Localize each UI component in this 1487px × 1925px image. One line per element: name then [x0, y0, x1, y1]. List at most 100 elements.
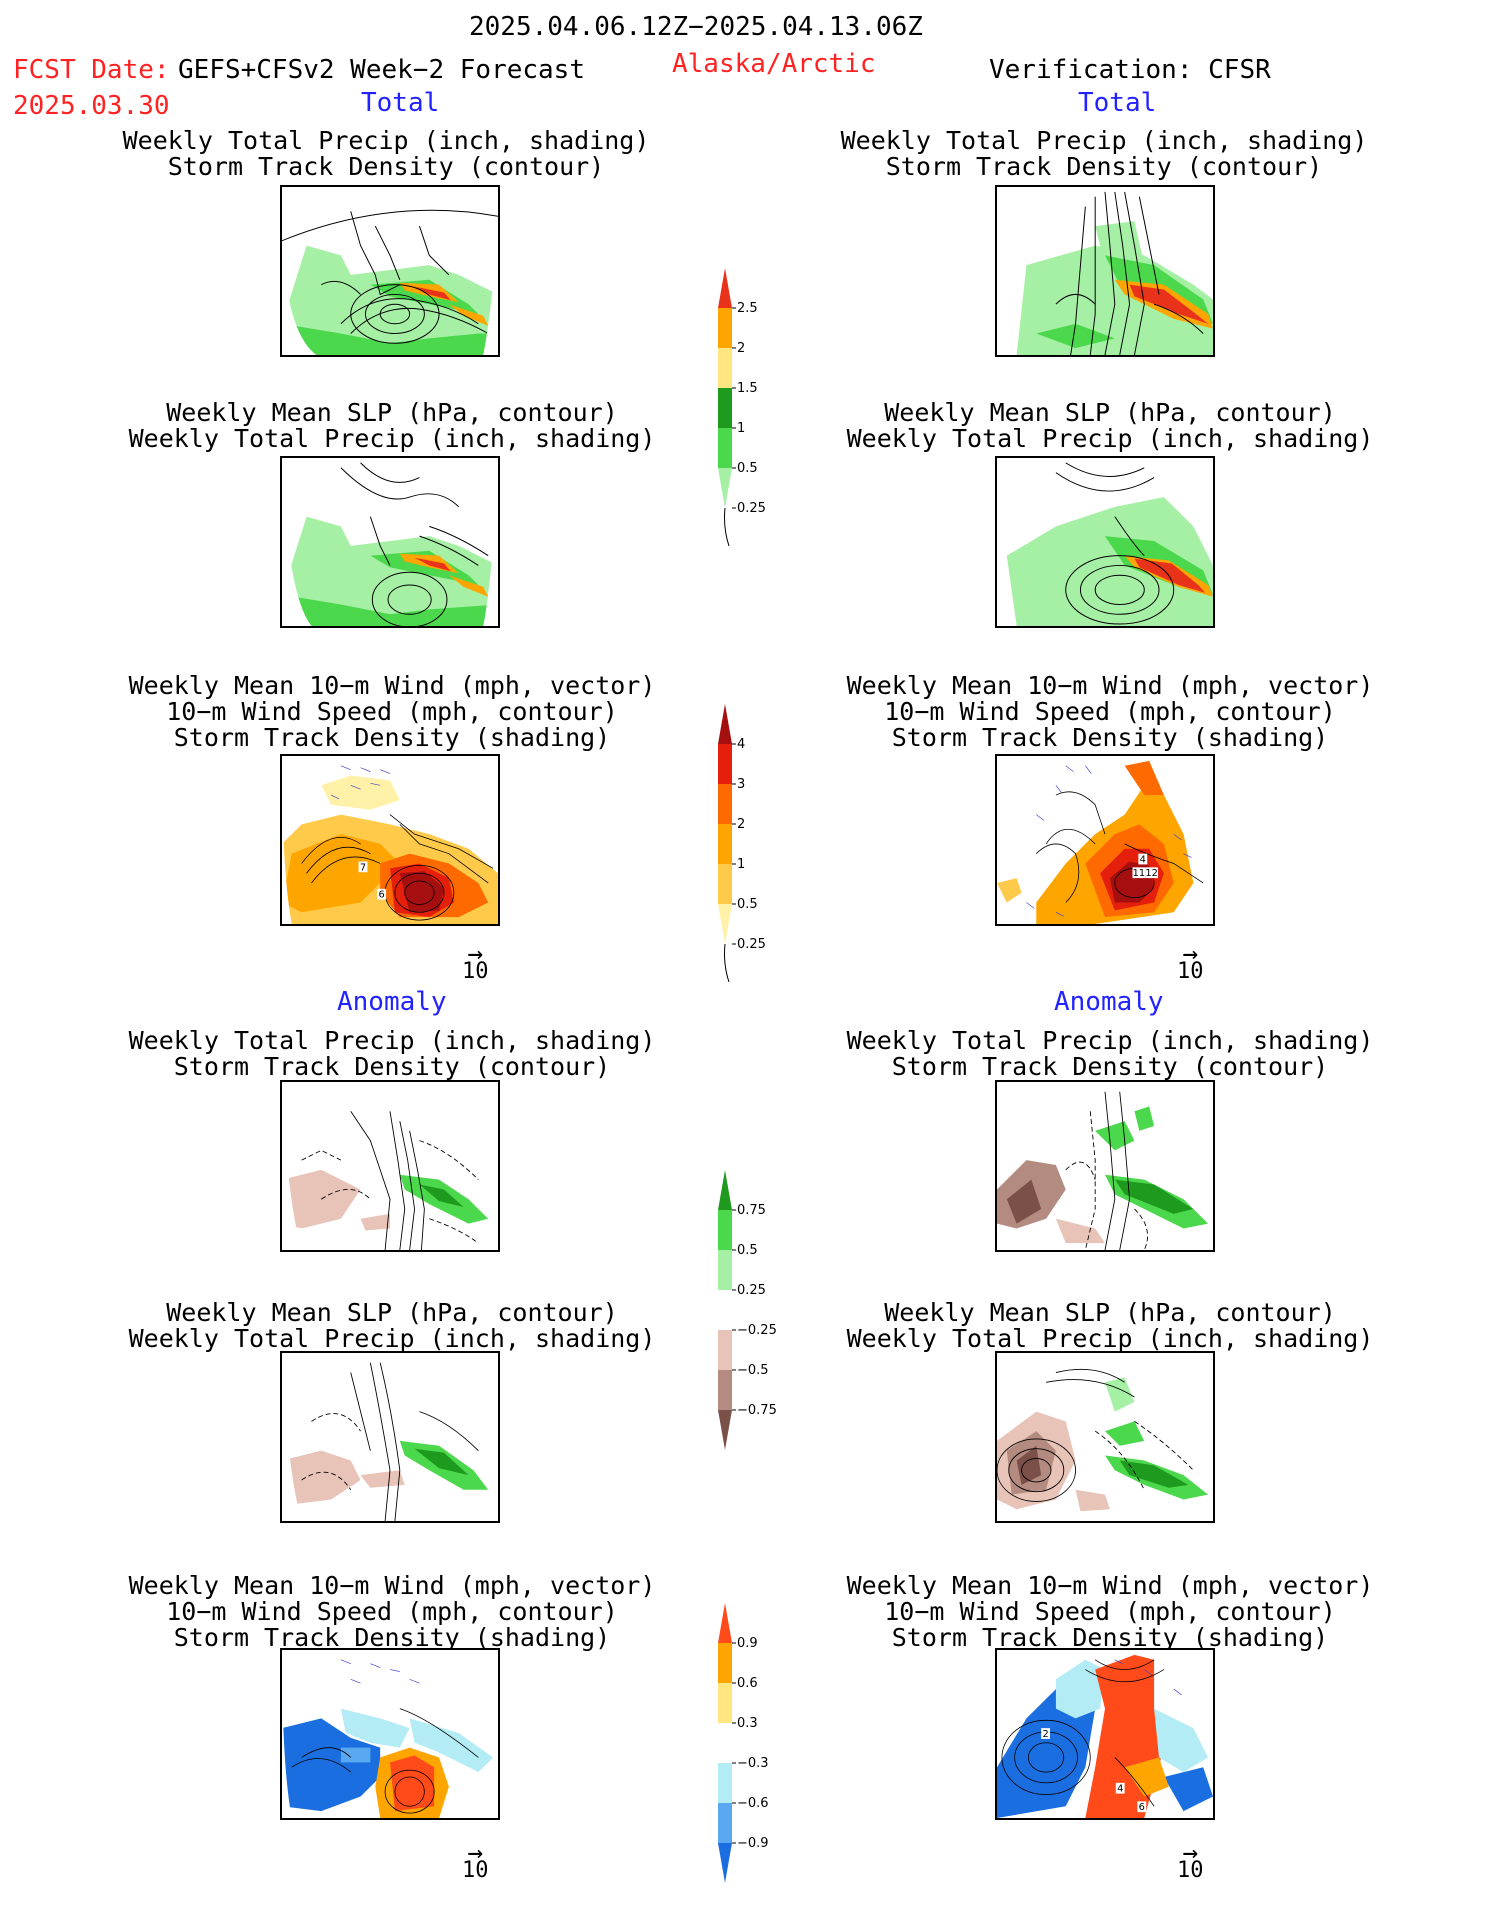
title-fcst-anom-slp: Weekly Mean SLP (hPa, contour) Weekly Tot… — [128, 1298, 656, 1353]
verification-label: Verification: CFSR — [989, 55, 1271, 85]
colorbar-label: −0.5 — [737, 1363, 769, 1378]
colorbar-storm-total: 4 3 2 1 0.5 0.25 — [718, 704, 798, 984]
title-fcst-anom-precip: Weekly Total Precip (inch, shading) Storm… — [128, 1026, 656, 1081]
title-cfsr-total-precip: Weekly Total Precip (inch, shading) Storm… — [840, 126, 1368, 181]
region-name: Alaska/Arctic — [672, 49, 876, 79]
map-cfsr-anom-wind: 2 4 6 — [995, 1648, 1215, 1820]
colorbar-label: 0.9 — [737, 1636, 758, 1651]
colorbar-label: 2 — [737, 817, 745, 832]
colorbar-segment — [718, 1330, 732, 1370]
colorbar-svg: 0.75 0.5 0.25 −0.25 −0.5 −0.75 — [718, 1170, 777, 1450]
colorbar-top-triangle — [718, 1603, 732, 1643]
arrow-right-icon: → — [467, 1838, 484, 1868]
wind-key-cfsr-total: → 10 — [1177, 939, 1204, 984]
colorbar-label: 0.3 — [737, 1716, 758, 1731]
map-fcst-total-slp — [280, 456, 500, 628]
title-cfsr-anom-slp: Weekly Mean SLP (hPa, contour) Weekly Tot… — [846, 1298, 1374, 1353]
title-fcst-anom-wind: Weekly Mean 10−m Wind (mph, vector) 10−m … — [128, 1571, 656, 1652]
section-total-right: Total — [1078, 88, 1157, 118]
colorbar-segment — [718, 308, 732, 348]
map-fcst-total-precip — [280, 185, 500, 357]
map-cfsr-anom-precip — [995, 1080, 1215, 1252]
colorbar-segment — [718, 824, 732, 864]
colorbar-segment — [718, 744, 732, 784]
arrow-right-icon: → — [1182, 1838, 1199, 1868]
colorbar-svg: 2.5 2 1.5 1 0.5 0.25 — [718, 268, 766, 547]
map-fcst-anom-precip — [280, 1080, 500, 1252]
colorbar-segment — [718, 388, 732, 428]
colorbar-label: 0.25 — [737, 501, 766, 516]
colorbar-label: 1.5 — [737, 381, 758, 396]
title-cfsr-total-wind: Weekly Mean 10−m Wind (mph, vector) 10−m … — [846, 671, 1374, 752]
colorbar-segment — [718, 1763, 732, 1803]
contour-label: 2 — [1042, 1729, 1048, 1740]
colorbar-top-triangle — [718, 704, 732, 744]
colorbar-svg: 4 3 2 1 0.5 0.25 — [718, 704, 766, 983]
colorbar-tail — [724, 943, 730, 983]
colorbar-label: −0.25 — [737, 1323, 777, 1338]
colorbar-label: 0.5 — [737, 461, 758, 476]
title-fcst-total-precip: Weekly Total Precip (inch, shading) Storm… — [122, 126, 650, 181]
colorbar-segment — [718, 1643, 732, 1683]
contour-label: 11 — [1133, 868, 1145, 879]
title-fcst-total-wind: Weekly Mean 10−m Wind (mph, vector) 10−m … — [128, 671, 656, 752]
colorbar-segment — [718, 864, 732, 904]
section-anomaly-left: Anomaly — [337, 987, 447, 1017]
colorbar-svg: 0.9 0.6 0.3 −0.3 −0.6 −0.9 — [718, 1603, 769, 1883]
arrow-right-icon: → — [1182, 939, 1199, 969]
contour-label: 6 — [1139, 1802, 1145, 1813]
map-cfsr-total-precip — [995, 185, 1215, 357]
colorbar-precip-total: 2.5 2 1.5 1 0.5 0.25 — [718, 268, 798, 548]
colorbar-bottom-triangle — [718, 1843, 732, 1883]
wind-key-fcst-total: → 10 — [462, 939, 489, 984]
colorbar-segment — [718, 348, 732, 388]
contour-label: 12 — [1145, 868, 1157, 879]
colorbar-bottom-triangle — [718, 1410, 732, 1450]
colorbar-label: −0.3 — [737, 1756, 769, 1771]
colorbar-segment — [718, 1803, 732, 1843]
section-total-left: Total — [361, 88, 440, 118]
colorbar-label: 0.5 — [737, 1243, 758, 1258]
colorbar-label: −0.6 — [737, 1796, 769, 1811]
map-fcst-anom-wind — [280, 1648, 500, 1820]
colorbar-segment — [718, 1723, 732, 1763]
map-cfsr-total-wind: 4 11 12 — [995, 754, 1215, 926]
title-cfsr-anom-wind: Weekly Mean 10−m Wind (mph, vector) 10−m … — [846, 1571, 1374, 1652]
colorbar-label: −0.9 — [737, 1836, 769, 1851]
valid-period: 2025.04.06.12Z−2025.04.13.06Z — [469, 12, 923, 42]
colorbar-segment — [718, 1683, 732, 1723]
colorbar-top-triangle — [718, 1170, 732, 1210]
colorbar-label: 0.25 — [737, 937, 766, 952]
colorbar-label: 2.5 — [737, 301, 758, 316]
arrow-right-icon: → — [467, 939, 484, 969]
colorbar-label: 0.5 — [737, 897, 758, 912]
colorbar-bottom-triangle — [718, 904, 732, 944]
model-name: GEFS+CFSv2 Week−2 Forecast — [178, 55, 585, 85]
colorbar-top-triangle — [718, 268, 732, 308]
colorbar-label: 0.6 — [737, 1676, 758, 1691]
map-fcst-total-wind: 7 6 — [280, 754, 500, 926]
contour-label: 4 — [1117, 1784, 1123, 1795]
wind-key-fcst-anom: → 10 — [462, 1838, 489, 1883]
colorbar-label: 1 — [737, 421, 745, 436]
colorbar-label: 0.25 — [737, 1283, 766, 1298]
colorbar-label: 4 — [737, 737, 745, 752]
colorbar-segment — [718, 1370, 732, 1410]
colorbar-segment — [718, 784, 732, 824]
fcst-date-label: FCST Date: — [13, 55, 170, 85]
section-anomaly-right: Anomaly — [1054, 987, 1164, 1017]
colorbar-label: −0.75 — [737, 1403, 777, 1418]
title-cfsr-total-slp: Weekly Mean SLP (hPa, contour) Weekly Tot… — [846, 398, 1374, 453]
title-fcst-total-slp: Weekly Mean SLP (hPa, contour) Weekly Tot… — [128, 398, 656, 453]
contour-label: 6 — [379, 890, 385, 901]
wind-key-cfsr-anom: → 10 — [1177, 1838, 1204, 1883]
colorbar-label: 1 — [737, 857, 745, 872]
fcst-date: 2025.03.30 — [13, 91, 170, 121]
map-fcst-anom-slp — [280, 1351, 500, 1523]
map-cfsr-total-slp — [995, 456, 1215, 628]
colorbar-tail — [724, 507, 730, 547]
colorbar-segment — [718, 428, 732, 468]
colorbar-storm-anom: 0.9 0.6 0.3 −0.3 −0.6 −0.9 — [718, 1603, 798, 1883]
colorbar-precip-anom: 0.75 0.5 0.25 −0.25 −0.5 −0.75 — [718, 1170, 798, 1450]
colorbar-segment — [718, 1210, 732, 1250]
